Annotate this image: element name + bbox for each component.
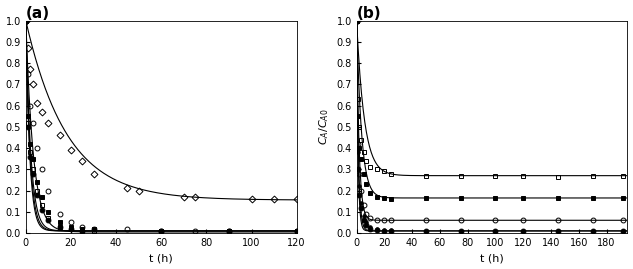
Y-axis label: $C_A/C_{A0}$: $C_A/C_{A0}$ (317, 108, 331, 145)
X-axis label: t (h): t (h) (149, 253, 173, 263)
X-axis label: t (h): t (h) (480, 253, 504, 263)
Text: (a): (a) (26, 6, 50, 20)
Text: (b): (b) (356, 6, 381, 20)
